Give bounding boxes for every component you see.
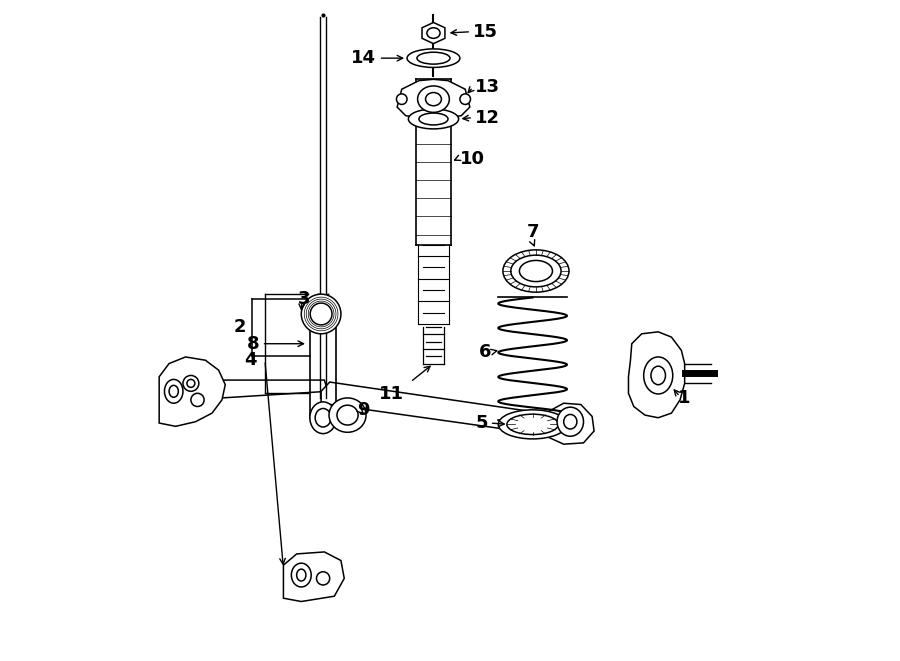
Ellipse shape bbox=[187, 379, 195, 387]
Text: 2: 2 bbox=[234, 318, 247, 336]
Ellipse shape bbox=[302, 294, 341, 334]
Ellipse shape bbox=[644, 357, 673, 394]
Polygon shape bbox=[159, 357, 225, 426]
Text: 8: 8 bbox=[247, 334, 259, 353]
Ellipse shape bbox=[460, 94, 471, 104]
Polygon shape bbox=[219, 380, 328, 398]
Ellipse shape bbox=[407, 49, 460, 67]
Text: 5: 5 bbox=[476, 414, 489, 432]
Ellipse shape bbox=[557, 407, 583, 436]
Ellipse shape bbox=[165, 379, 183, 403]
Text: 14: 14 bbox=[351, 49, 376, 67]
Ellipse shape bbox=[310, 402, 337, 434]
Ellipse shape bbox=[310, 303, 332, 325]
Ellipse shape bbox=[563, 414, 577, 429]
Text: 10: 10 bbox=[460, 149, 485, 168]
Ellipse shape bbox=[183, 375, 199, 391]
Ellipse shape bbox=[499, 410, 567, 439]
Ellipse shape bbox=[507, 414, 558, 434]
Polygon shape bbox=[422, 22, 445, 44]
Ellipse shape bbox=[315, 408, 331, 427]
Text: 6: 6 bbox=[479, 342, 491, 361]
Ellipse shape bbox=[418, 86, 449, 112]
Ellipse shape bbox=[169, 385, 178, 397]
Polygon shape bbox=[321, 382, 566, 436]
Ellipse shape bbox=[397, 94, 407, 104]
Ellipse shape bbox=[292, 563, 311, 587]
Ellipse shape bbox=[409, 109, 459, 129]
Ellipse shape bbox=[337, 405, 358, 425]
Polygon shape bbox=[549, 403, 594, 444]
Text: 13: 13 bbox=[475, 78, 500, 97]
Text: 11: 11 bbox=[379, 385, 404, 403]
Polygon shape bbox=[397, 79, 470, 119]
Ellipse shape bbox=[297, 569, 306, 581]
Ellipse shape bbox=[511, 255, 561, 287]
Ellipse shape bbox=[427, 28, 440, 38]
Ellipse shape bbox=[426, 93, 441, 106]
Text: 12: 12 bbox=[475, 108, 500, 127]
Ellipse shape bbox=[191, 393, 204, 407]
Text: 9: 9 bbox=[357, 401, 370, 419]
Ellipse shape bbox=[519, 260, 553, 282]
Ellipse shape bbox=[317, 572, 329, 585]
Text: 15: 15 bbox=[473, 22, 498, 41]
Text: 1: 1 bbox=[678, 389, 690, 407]
Text: 7: 7 bbox=[526, 223, 539, 241]
Ellipse shape bbox=[503, 250, 569, 292]
Polygon shape bbox=[284, 552, 344, 602]
Ellipse shape bbox=[651, 366, 665, 385]
Text: 3: 3 bbox=[298, 290, 310, 308]
Ellipse shape bbox=[417, 52, 450, 64]
Ellipse shape bbox=[329, 398, 366, 432]
Text: 4: 4 bbox=[245, 351, 257, 369]
Polygon shape bbox=[628, 332, 685, 418]
Ellipse shape bbox=[418, 113, 448, 125]
